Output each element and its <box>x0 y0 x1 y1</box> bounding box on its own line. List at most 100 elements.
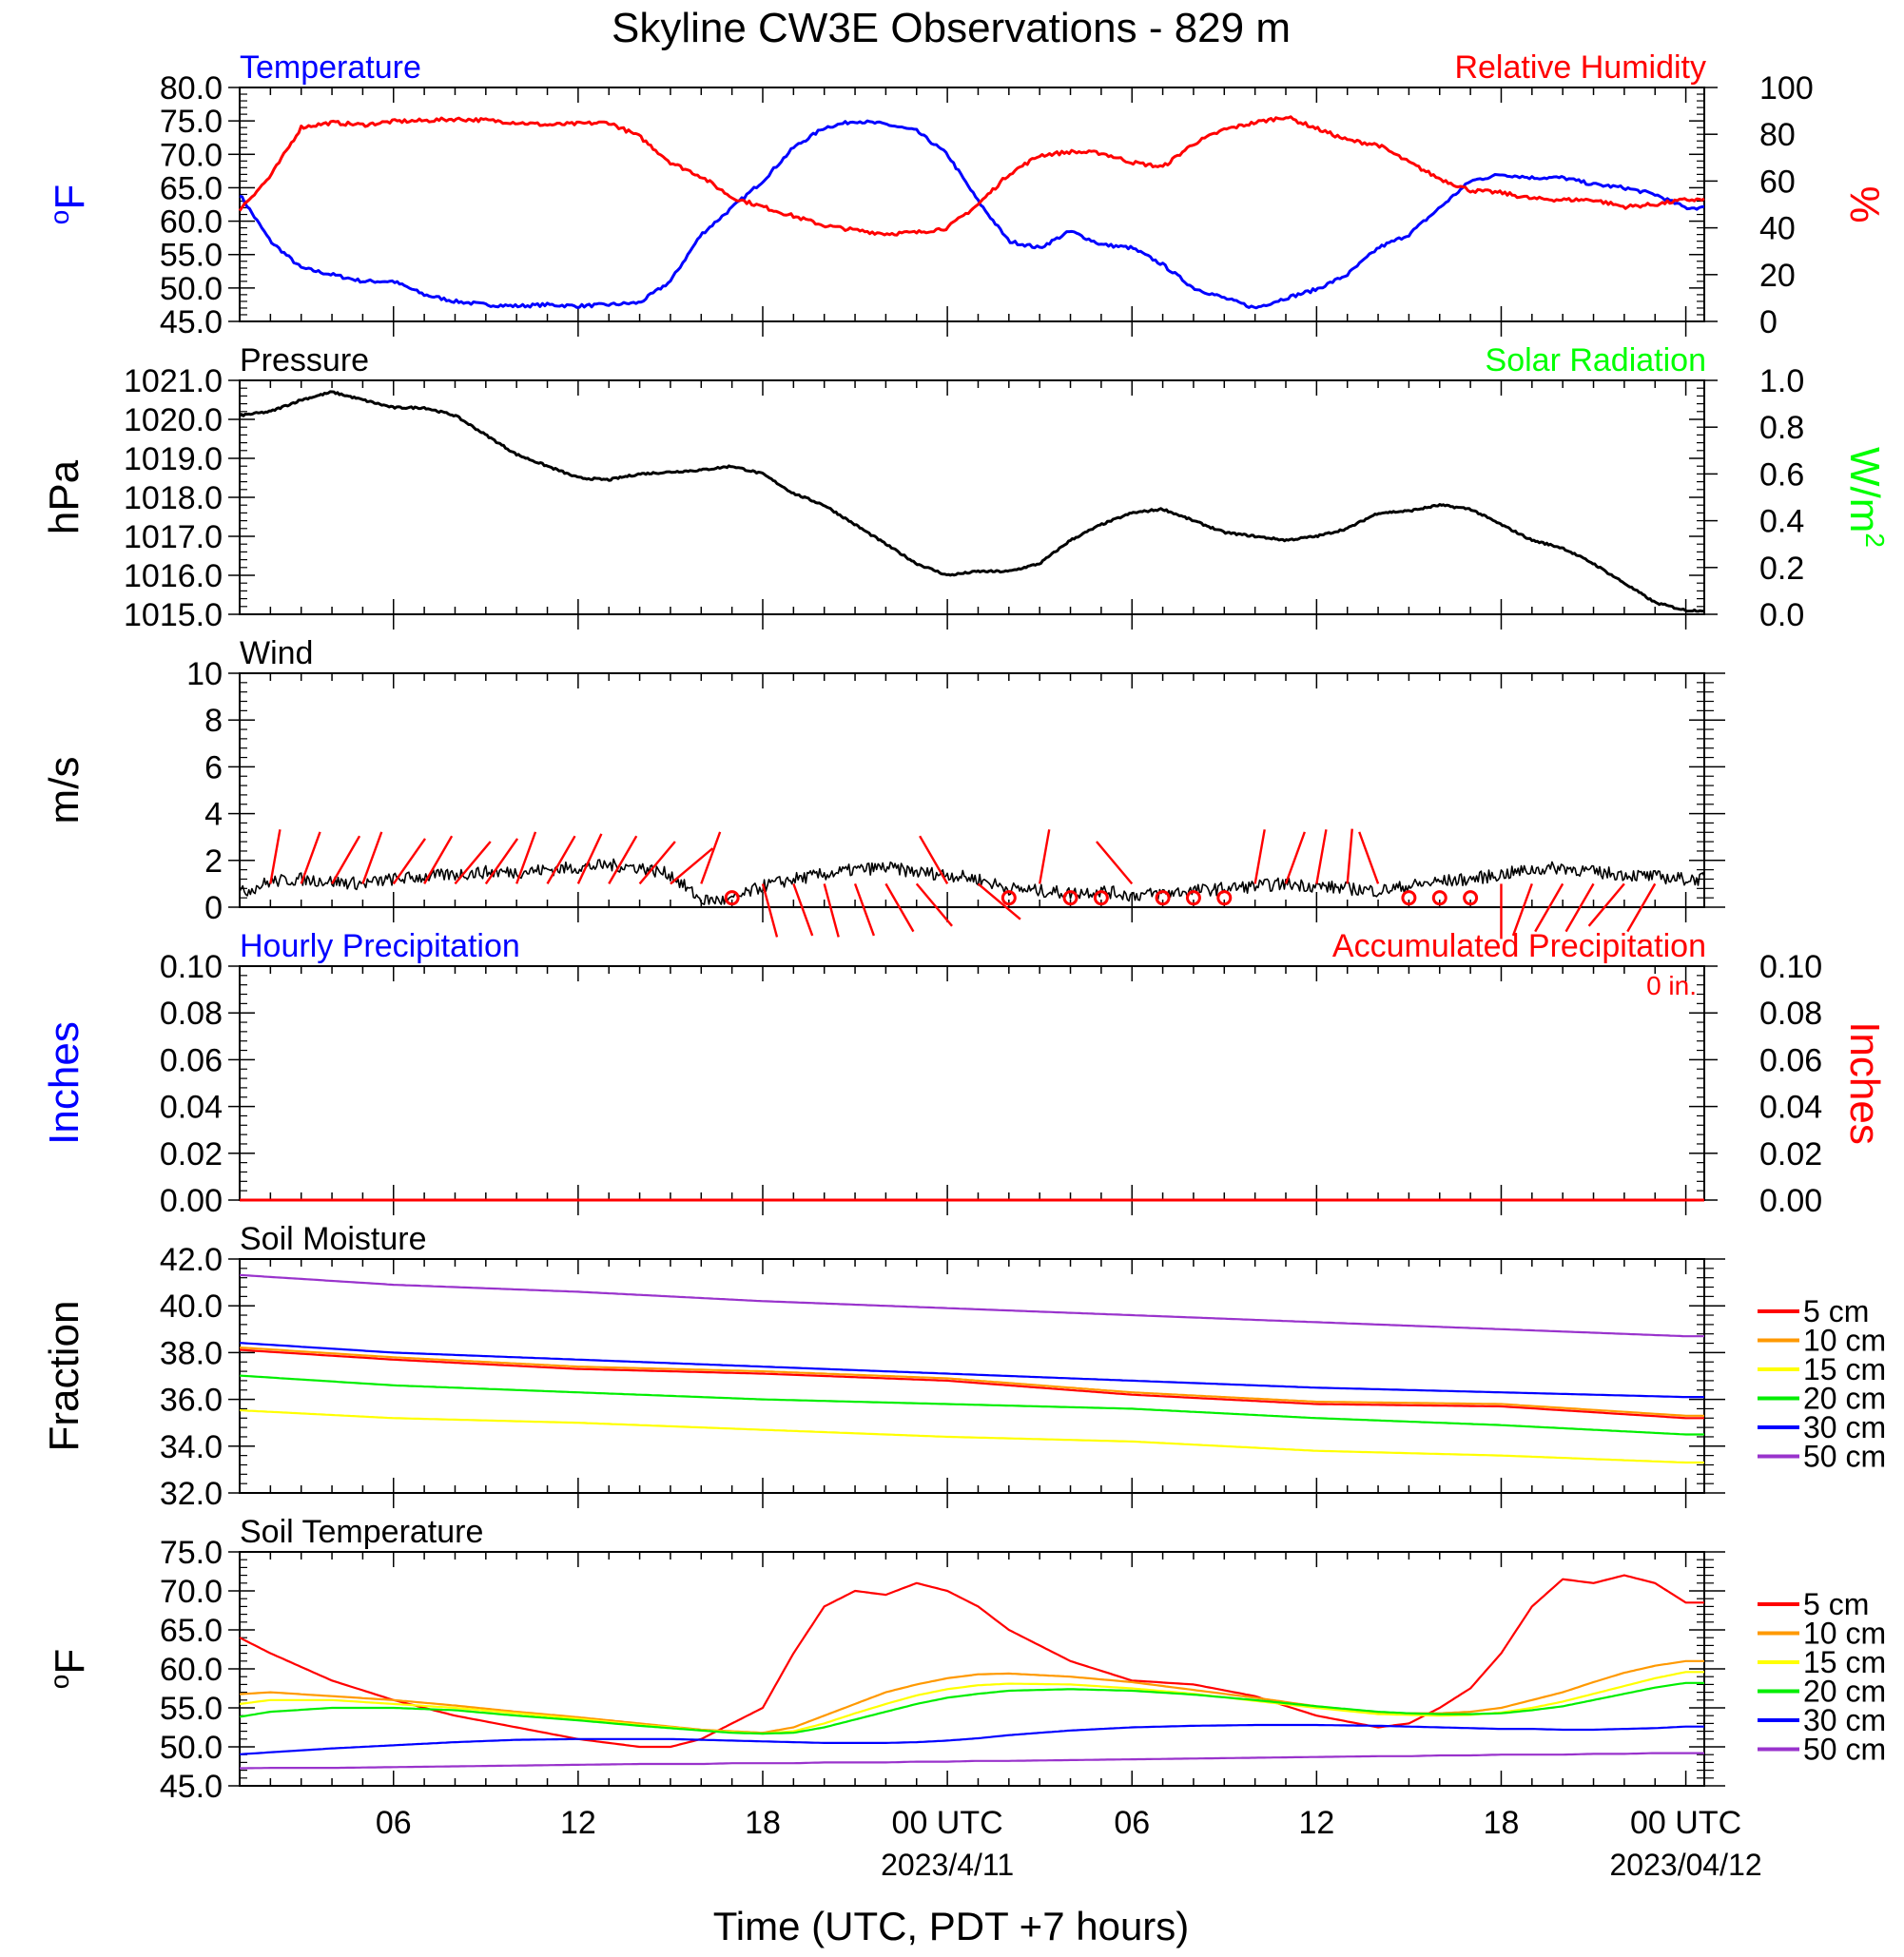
y-right-tick-label: 80 <box>1759 117 1796 153</box>
y-tick-label: 1020.0 <box>124 402 223 438</box>
figure-title: Skyline CW3E Observations - 829 m <box>612 5 1291 51</box>
y-tick-label: 65.0 <box>160 1613 223 1649</box>
y-tick-label: 50.0 <box>160 1730 223 1766</box>
wind-barb <box>1315 829 1328 884</box>
y-tick-label: 60.0 <box>160 1652 223 1688</box>
y-tick-label: 65.0 <box>160 170 223 206</box>
y-tick-label: 1018.0 <box>124 480 223 516</box>
panel-frame <box>239 379 1705 615</box>
x-date-label: 2023/04/12 <box>1610 1848 1762 1882</box>
y-right-tick-label: 40 <box>1759 211 1796 247</box>
wind-calm-marker <box>1401 890 1417 906</box>
panel-title-left: Soil Temperature <box>240 1514 483 1550</box>
y-right-tick-label: 0.10 <box>1759 949 1822 985</box>
panel-wind: 10 8 6 4 2 0 Wind m/s <box>41 635 1725 940</box>
legend-label: 30 cm <box>1803 1703 1886 1737</box>
y-tick-label: 0.10 <box>160 949 223 985</box>
y-tick-label: 0 <box>204 890 223 926</box>
legend-label: 15 cm <box>1803 1352 1886 1386</box>
wind-barb <box>515 831 537 884</box>
series-line-relative-humidity <box>238 115 1705 237</box>
x-tick-label: 06 <box>1114 1805 1150 1841</box>
panel-precip: 0.10 0.08 0.06 0.04 0.02 0.00 0.10 0.08 0.06 0.04… <box>41 928 1888 1219</box>
y-tick-label: 70.0 <box>160 137 223 173</box>
panel-title-right: Accumulated Precipitation <box>1332 928 1706 964</box>
y-tick-label: 80.0 <box>160 70 223 107</box>
y-tick-label: 40.0 <box>160 1289 223 1325</box>
wind-barb <box>576 833 603 884</box>
y-tick-label: 36.0 <box>160 1383 223 1419</box>
legend-label: 50 cm <box>1803 1733 1886 1767</box>
wind-barb <box>792 882 814 937</box>
wind-barb <box>546 835 576 885</box>
y-tick-label: 2 <box>204 843 223 880</box>
y-tick-label: 0.08 <box>160 996 223 1032</box>
series-line-20-cm <box>239 1374 1704 1436</box>
panel-soil_temp: 75.070.065.060.055.050.045.0 Soil Tempera… <box>45 1514 1886 1805</box>
legend-label: 10 cm <box>1803 1324 1886 1358</box>
wind-barb <box>1253 829 1266 884</box>
wind-barb <box>638 841 676 885</box>
wind-barb <box>1284 831 1306 884</box>
y-right-tick-label: 1.0 <box>1759 363 1804 399</box>
panel-title-left: Soil Moisture <box>240 1221 427 1257</box>
wind-barb <box>823 883 840 938</box>
y-right-tick-label: 0.2 <box>1759 551 1804 587</box>
series-line-5-cm <box>239 1574 1704 1749</box>
wind-barb <box>423 835 454 885</box>
series-line-temperature <box>239 119 1705 310</box>
wind-barb <box>1358 831 1380 884</box>
y-right-axis-label: % <box>1841 185 1888 223</box>
legend-label: 20 cm <box>1803 1382 1886 1416</box>
y-tick-label: 0.04 <box>160 1090 223 1126</box>
y-right-tick-label: 100 <box>1759 70 1814 107</box>
x-date-label: 2023/4/11 <box>881 1848 1014 1882</box>
y-tick-label: 60.0 <box>160 204 223 241</box>
series-line-50-cm <box>239 1273 1704 1338</box>
y-axis-label: oF <box>45 184 93 224</box>
legend-label: 5 cm <box>1803 1294 1869 1328</box>
y-right-tick-label: 0 <box>1759 304 1778 340</box>
legend-label: 30 cm <box>1803 1410 1886 1444</box>
wind-barb <box>331 835 361 885</box>
wind-barb <box>1038 829 1051 884</box>
series-line-30-cm <box>239 1342 1704 1399</box>
legend-label: 10 cm <box>1803 1617 1886 1651</box>
y-right-tick-label: 0.06 <box>1759 1042 1822 1078</box>
panel-title-left: Temperature <box>240 49 421 86</box>
y-tick-label: 50.0 <box>160 271 223 307</box>
y-right-tick-label: 0.0 <box>1759 597 1804 633</box>
wind-barb <box>1346 828 1353 884</box>
y-tick-label: 0.00 <box>160 1183 223 1219</box>
wind-barb <box>761 883 779 938</box>
wind-barb <box>608 835 638 885</box>
y-right-tick-label: 0.4 <box>1759 504 1804 540</box>
panel-title-left: Wind <box>240 635 313 671</box>
wind-barb <box>1534 882 1564 933</box>
wind-calm-marker <box>724 890 740 906</box>
wind-barb <box>484 838 519 885</box>
y-right-tick-label: 0.8 <box>1759 410 1804 446</box>
y-tick-label: 34.0 <box>160 1429 223 1465</box>
y-tick-label: 1019.0 <box>124 441 223 477</box>
y-right-tick-label: 0.08 <box>1759 996 1822 1032</box>
legend-label: 15 cm <box>1803 1645 1886 1679</box>
wind-barb <box>1626 882 1657 933</box>
y-tick-label: 32.0 <box>160 1476 223 1512</box>
y-axis-label: Fraction <box>41 1301 87 1452</box>
panels-group: 80.075.070.065.060.055.050.045.010080604… <box>41 49 1890 1882</box>
y-right-tick-label: 0.02 <box>1759 1136 1822 1172</box>
wind-barb <box>361 831 383 884</box>
panel-temp_rh: 80.075.070.065.060.055.050.045.0 100 80 60 4… <box>45 49 1888 340</box>
y-right-tick-label: 0.00 <box>1759 1183 1822 1219</box>
y-axis-label: oF <box>45 1649 93 1689</box>
wind-calm-marker <box>1062 890 1078 906</box>
x-tick-label: 06 <box>376 1805 412 1841</box>
y-tick-label: 45.0 <box>160 304 223 340</box>
panel-note-right: 0 in. <box>1646 971 1697 1000</box>
wind-barb <box>700 831 722 884</box>
y-tick-label: 1015.0 <box>124 597 223 633</box>
legend-label: 50 cm <box>1803 1440 1886 1474</box>
wind-barb <box>269 829 282 884</box>
